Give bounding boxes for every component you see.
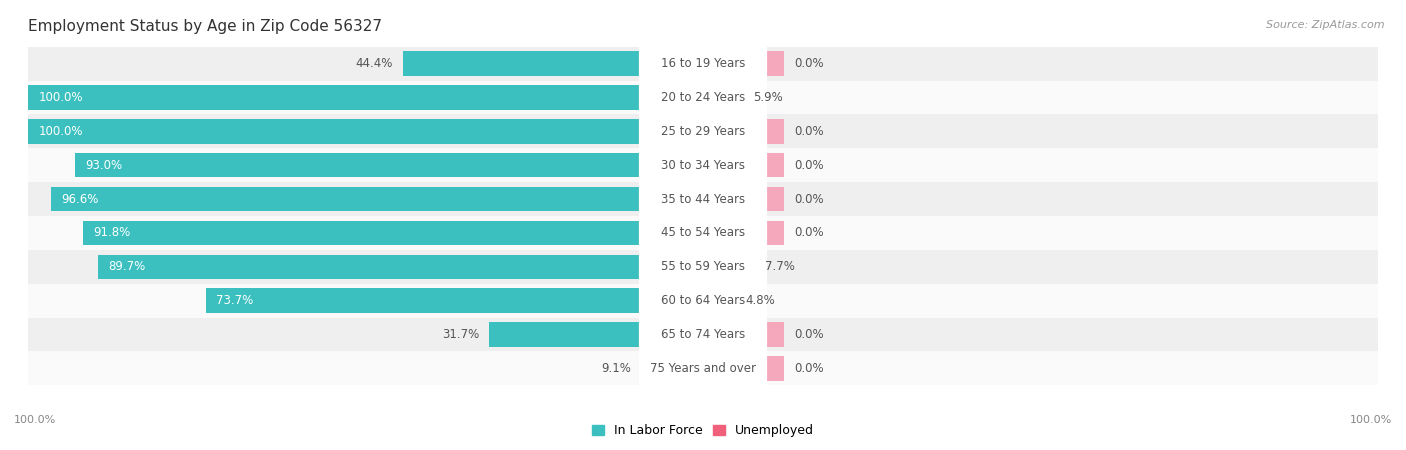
Bar — [703, 187, 785, 211]
Text: 73.7%: 73.7% — [215, 294, 253, 307]
FancyBboxPatch shape — [638, 70, 768, 125]
Bar — [28, 216, 1378, 250]
Bar — [97, 255, 703, 279]
FancyBboxPatch shape — [638, 273, 768, 328]
Bar — [28, 182, 1378, 216]
Text: 44.4%: 44.4% — [356, 57, 394, 70]
FancyBboxPatch shape — [638, 36, 768, 91]
Bar — [703, 119, 785, 144]
Text: 7.7%: 7.7% — [765, 260, 794, 273]
Text: 100.0%: 100.0% — [1350, 415, 1392, 425]
Bar — [205, 288, 703, 313]
FancyBboxPatch shape — [638, 104, 768, 159]
Bar — [641, 356, 703, 381]
Text: 20 to 24 Years: 20 to 24 Years — [661, 91, 745, 104]
Bar — [28, 114, 1378, 148]
FancyBboxPatch shape — [638, 239, 768, 294]
Bar — [51, 187, 703, 211]
Bar — [404, 51, 703, 76]
Text: 35 to 44 Years: 35 to 44 Years — [661, 193, 745, 206]
FancyBboxPatch shape — [638, 138, 768, 193]
Bar — [703, 322, 785, 346]
Text: 0.0%: 0.0% — [794, 193, 824, 206]
Text: 4.8%: 4.8% — [745, 294, 775, 307]
Text: 96.6%: 96.6% — [62, 193, 98, 206]
Bar — [28, 351, 1378, 385]
Bar — [489, 322, 703, 346]
Text: 25 to 29 Years: 25 to 29 Years — [661, 125, 745, 138]
Text: 93.0%: 93.0% — [86, 159, 122, 172]
Text: 100.0%: 100.0% — [38, 91, 83, 104]
Bar — [703, 221, 785, 245]
Bar — [28, 284, 1378, 318]
Text: 0.0%: 0.0% — [794, 362, 824, 375]
Bar — [28, 318, 1378, 351]
Text: 65 to 74 Years: 65 to 74 Years — [661, 328, 745, 341]
Text: 31.7%: 31.7% — [441, 328, 479, 341]
Bar — [703, 153, 785, 177]
Bar — [703, 288, 735, 313]
Bar — [703, 255, 755, 279]
Bar — [28, 86, 703, 110]
Bar — [28, 119, 703, 144]
FancyBboxPatch shape — [638, 307, 768, 362]
Bar — [83, 221, 703, 245]
Text: 60 to 64 Years: 60 to 64 Years — [661, 294, 745, 307]
Text: 0.0%: 0.0% — [794, 125, 824, 138]
Text: 100.0%: 100.0% — [14, 415, 56, 425]
Bar — [28, 250, 1378, 284]
Text: 5.9%: 5.9% — [754, 91, 783, 104]
Bar — [703, 51, 785, 76]
Text: Employment Status by Age in Zip Code 56327: Employment Status by Age in Zip Code 563… — [28, 19, 382, 34]
Text: 89.7%: 89.7% — [108, 260, 145, 273]
Text: 0.0%: 0.0% — [794, 328, 824, 341]
Bar — [28, 81, 1378, 114]
Text: 55 to 59 Years: 55 to 59 Years — [661, 260, 745, 273]
Text: 91.8%: 91.8% — [94, 226, 131, 239]
Bar — [28, 148, 1378, 182]
Bar — [76, 153, 703, 177]
Text: 9.1%: 9.1% — [602, 362, 631, 375]
Text: Source: ZipAtlas.com: Source: ZipAtlas.com — [1267, 20, 1385, 30]
Text: 75 Years and over: 75 Years and over — [650, 362, 756, 375]
Text: 100.0%: 100.0% — [38, 125, 83, 138]
Text: 45 to 54 Years: 45 to 54 Years — [661, 226, 745, 239]
Text: 16 to 19 Years: 16 to 19 Years — [661, 57, 745, 70]
FancyBboxPatch shape — [638, 206, 768, 260]
Legend: In Labor Force, Unemployed: In Labor Force, Unemployed — [586, 419, 820, 442]
FancyBboxPatch shape — [638, 172, 768, 226]
Text: 0.0%: 0.0% — [794, 226, 824, 239]
Bar — [28, 47, 1378, 81]
Bar — [703, 86, 742, 110]
Text: 0.0%: 0.0% — [794, 159, 824, 172]
FancyBboxPatch shape — [638, 341, 768, 396]
Text: 30 to 34 Years: 30 to 34 Years — [661, 159, 745, 172]
Bar — [703, 356, 785, 381]
Text: 0.0%: 0.0% — [794, 57, 824, 70]
